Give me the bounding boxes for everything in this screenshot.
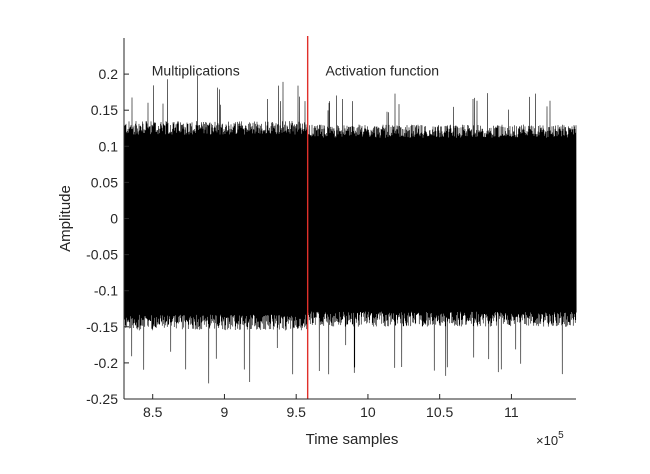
y-tick-label: -0.1 <box>94 283 118 299</box>
x-axis-exponent: ×105 <box>536 430 564 448</box>
y-tick-label: -0.2 <box>94 355 118 371</box>
annotation-label: Multiplications <box>152 62 240 78</box>
signal-waveform <box>124 75 577 384</box>
y-tick-label: 0 <box>110 211 118 227</box>
x-ticks: 8.5 9 9.5 10 10.5 11 <box>143 394 519 420</box>
y-tick-label: -0.25 <box>86 391 118 407</box>
x-tick-label: 9 <box>221 404 229 420</box>
y-ticks: 0.2 0.15 0.1 0.05 0 -0.05 -0.1 -0.15 -0.2 -0.25 <box>86 66 129 407</box>
y-tick-label: 0.15 <box>91 102 118 118</box>
y-tick-label: -0.05 <box>86 247 118 263</box>
y-tick-label: 0.05 <box>91 174 118 190</box>
x-tick-label: 8.5 <box>143 404 163 420</box>
y-tick-label: -0.15 <box>86 319 118 335</box>
x-axis-exponent-base: ×10 <box>536 433 558 448</box>
y-tick-label: 0.1 <box>99 138 119 154</box>
x-tick-label: 9.5 <box>286 404 306 420</box>
y-tick-label: 0.2 <box>99 66 119 82</box>
x-tick-label: 11 <box>504 404 519 420</box>
axes: 0.2 0.15 0.1 0.05 0 -0.05 -0.1 -0.15 -0.2 -0.25 8… <box>86 38 576 420</box>
x-tick-label: 10 <box>360 404 376 420</box>
x-axis-exponent-power: 5 <box>558 430 564 441</box>
annotation-label: Activation function <box>325 62 439 78</box>
x-axis-title: Time samples <box>306 431 399 448</box>
x-tick-label: 10.5 <box>426 404 453 420</box>
y-axis-title: Amplitude <box>57 185 74 252</box>
plot-area <box>124 36 577 399</box>
annotations: Multiplications Activation function <box>152 62 439 78</box>
